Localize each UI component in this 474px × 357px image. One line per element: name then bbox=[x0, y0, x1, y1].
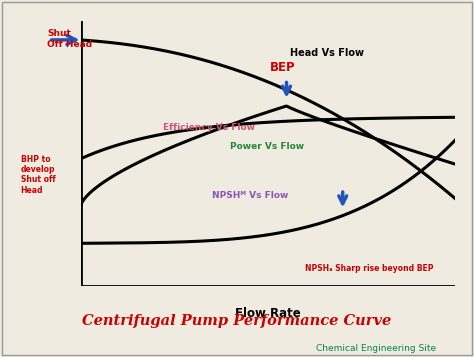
Text: BHP to
develop
Shut off
Head: BHP to develop Shut off Head bbox=[21, 155, 55, 195]
Text: Shut
Off Head: Shut Off Head bbox=[47, 29, 92, 49]
Text: Centrifugal Pump Performance Curve: Centrifugal Pump Performance Curve bbox=[82, 314, 392, 328]
Text: NPSHₐ Sharp rise beyond BEP: NPSHₐ Sharp rise beyond BEP bbox=[305, 265, 434, 273]
Text: Power Vs Flow: Power Vs Flow bbox=[230, 142, 304, 151]
Text: Head Vs Flow: Head Vs Flow bbox=[290, 48, 365, 58]
Text: BEP: BEP bbox=[270, 61, 296, 74]
Text: Chemical Engineering Site: Chemical Engineering Site bbox=[316, 343, 436, 353]
Text: NPSHᴹ Vs Flow: NPSHᴹ Vs Flow bbox=[211, 191, 288, 200]
Text: Efficiency Vs Flow: Efficiency Vs Flow bbox=[163, 122, 255, 132]
Text: Flow Rate: Flow Rate bbox=[235, 307, 301, 320]
